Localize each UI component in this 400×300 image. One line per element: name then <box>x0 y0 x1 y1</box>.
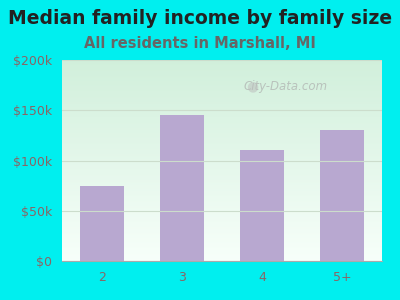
Text: All residents in Marshall, MI: All residents in Marshall, MI <box>84 36 316 51</box>
Text: Median family income by family size: Median family income by family size <box>8 9 392 28</box>
Bar <box>320 130 364 261</box>
Bar <box>160 115 204 261</box>
Bar <box>240 150 284 261</box>
Text: City-Data.com: City-Data.com <box>244 80 328 93</box>
Bar <box>80 186 124 261</box>
Text: ●: ● <box>246 79 258 93</box>
